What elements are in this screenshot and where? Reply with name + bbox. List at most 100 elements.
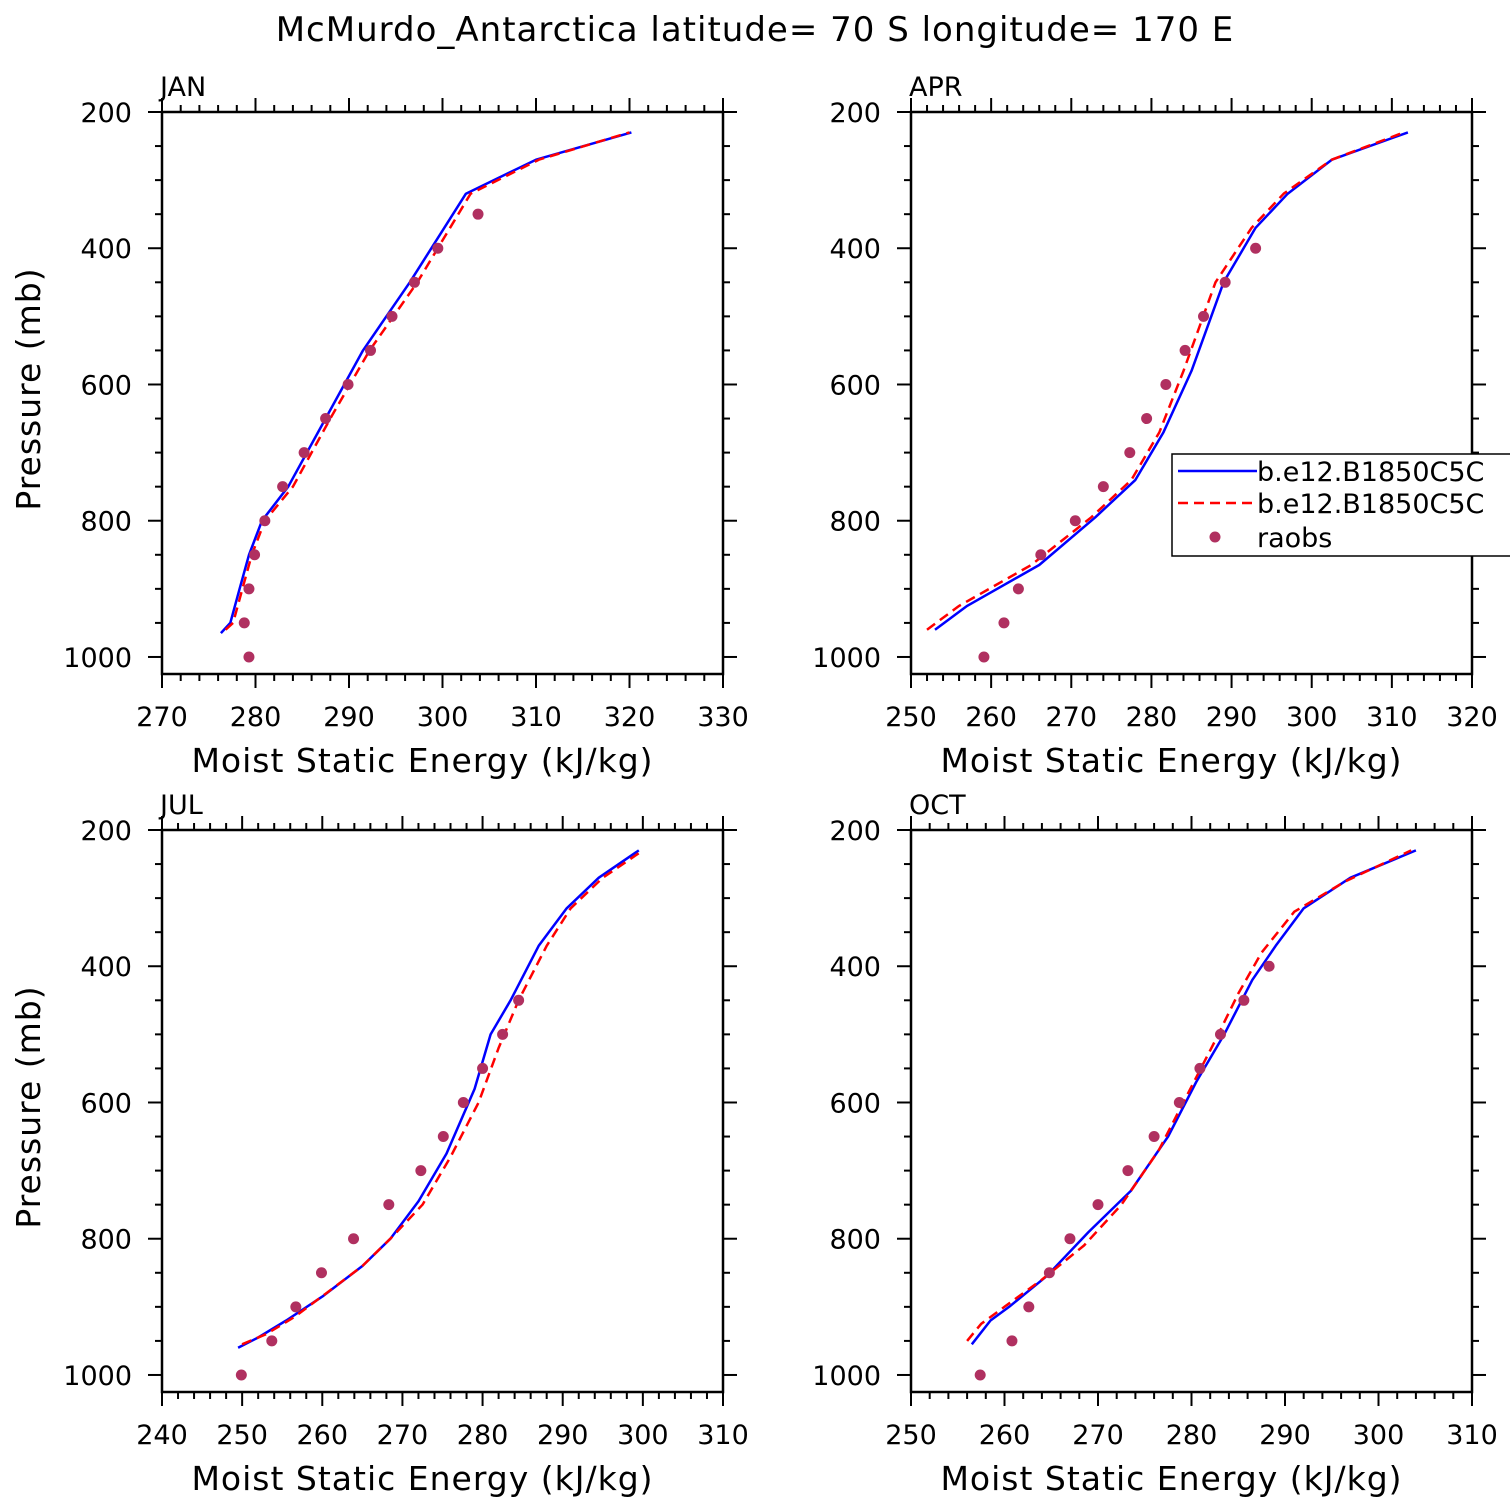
raobs-point: [1148, 1131, 1160, 1143]
raobs-point: [1092, 1199, 1104, 1211]
raobs-point: [1238, 994, 1250, 1006]
panel-label: JAN: [158, 72, 206, 103]
raobs-point: [315, 1267, 327, 1279]
x-tick-label: 310: [697, 1420, 749, 1451]
raobs-point: [472, 208, 484, 220]
raobs-point: [1097, 481, 1109, 493]
y-tick-label: 800: [80, 507, 132, 538]
x-tick-label: 310: [1366, 702, 1418, 733]
plot-frame: [909, 828, 1474, 1394]
raobs-point: [277, 481, 289, 493]
raobs-point: [432, 242, 444, 254]
model-line-dashed: [926, 131, 1405, 631]
model-line-dashed: [224, 131, 630, 631]
plot-frame: [909, 110, 1474, 676]
x-tick-label: 270: [136, 702, 188, 733]
y-tick-label: 400: [80, 952, 132, 983]
y-tick-label: 600: [829, 370, 881, 401]
raobs-point: [1124, 447, 1136, 459]
raobs-point: [1160, 378, 1172, 390]
x-tick-label: 310: [1446, 1420, 1498, 1451]
y-tick-label: 400: [80, 234, 132, 265]
y-tick-label: 600: [80, 1088, 132, 1119]
x-tick-label: 270: [377, 1420, 429, 1451]
raobs-point: [342, 378, 354, 390]
y-axis-label: Pressure (mb): [9, 267, 48, 510]
x-tick-label: 290: [537, 1420, 589, 1451]
y-tick-label: 600: [829, 1088, 881, 1119]
raobs-point: [998, 617, 1010, 629]
x-tick-label: 270: [1046, 702, 1098, 733]
model-line-solid: [934, 131, 1409, 631]
y-tick-label: 1000: [63, 1361, 132, 1392]
legend-raobs-marker: [1209, 531, 1221, 543]
x-tick-label: 320: [1446, 702, 1498, 733]
y-tick-label: 200: [829, 98, 881, 129]
raobs-point: [1179, 344, 1191, 356]
y-tick-label: 1000: [812, 643, 881, 674]
x-tick-label: 320: [604, 702, 656, 733]
model-line-solid: [970, 849, 1417, 1346]
raobs-point: [266, 1335, 278, 1347]
panel-label: JUL: [158, 790, 203, 821]
raobs-point: [290, 1301, 302, 1313]
raobs-point: [383, 1199, 395, 1211]
x-tick-label: 300: [1353, 1420, 1405, 1451]
raobs-point: [243, 651, 255, 663]
y-tick-label: 800: [829, 1225, 881, 1256]
x-tick-label: 240: [136, 1420, 188, 1451]
raobs-point: [235, 1369, 247, 1381]
panel-label: APR: [909, 72, 963, 103]
model-line-solid: [237, 849, 640, 1349]
raobs-point: [348, 1233, 360, 1245]
panel-label: OCT: [909, 790, 966, 821]
raobs-point: [238, 617, 250, 629]
x-tick-label: 270: [1072, 1420, 1124, 1451]
y-tick-label: 200: [80, 98, 132, 129]
raobs-point: [1263, 960, 1275, 972]
raobs-point: [1069, 515, 1081, 527]
plot-frame: [160, 828, 725, 1394]
raobs-point: [1023, 1301, 1035, 1313]
model-line-dashed: [241, 849, 644, 1346]
y-tick-label: 600: [80, 370, 132, 401]
raobs-point: [1141, 413, 1153, 425]
raobs-point: [1122, 1165, 1134, 1177]
raobs-point: [1064, 1233, 1076, 1245]
raobs-point: [978, 651, 990, 663]
x-axis-label: Moist Static Energy (kJ/kg): [940, 1459, 1402, 1498]
y-tick-label: 800: [829, 507, 881, 538]
raobs-point: [1006, 1335, 1018, 1347]
x-tick-label: 280: [457, 1420, 509, 1451]
x-axis-label: Moist Static Energy (kJ/kg): [191, 741, 653, 780]
x-tick-label: 300: [417, 702, 469, 733]
y-tick-label: 1000: [63, 643, 132, 674]
raobs-point: [497, 1028, 509, 1040]
raobs-point: [320, 413, 332, 425]
raobs-point: [243, 583, 255, 595]
x-tick-label: 280: [230, 702, 282, 733]
legend-label: raobs: [1257, 523, 1332, 554]
x-tick-label: 300: [1286, 702, 1338, 733]
x-tick-label: 290: [1259, 1420, 1311, 1451]
raobs-point: [249, 549, 261, 561]
y-tick-label: 800: [80, 1225, 132, 1256]
y-tick-label: 1000: [812, 1361, 881, 1392]
x-tick-label: 310: [510, 702, 562, 733]
raobs-point: [1173, 1096, 1185, 1108]
x-tick-label: 290: [323, 702, 375, 733]
raobs-point: [437, 1131, 449, 1143]
raobs-point: [408, 276, 420, 288]
raobs-point: [415, 1165, 427, 1177]
x-axis-label: Moist Static Energy (kJ/kg): [191, 1459, 653, 1498]
raobs-point: [974, 1369, 986, 1381]
raobs-point: [1198, 310, 1210, 322]
y-tick-label: 400: [829, 234, 881, 265]
x-tick-label: 260: [979, 1420, 1031, 1451]
page-title: McMurdo_Antarctica latitude= 70 S longit…: [275, 10, 1235, 50]
raobs-point: [1219, 276, 1231, 288]
y-tick-label: 200: [829, 816, 881, 847]
x-tick-label: 280: [1126, 702, 1178, 733]
